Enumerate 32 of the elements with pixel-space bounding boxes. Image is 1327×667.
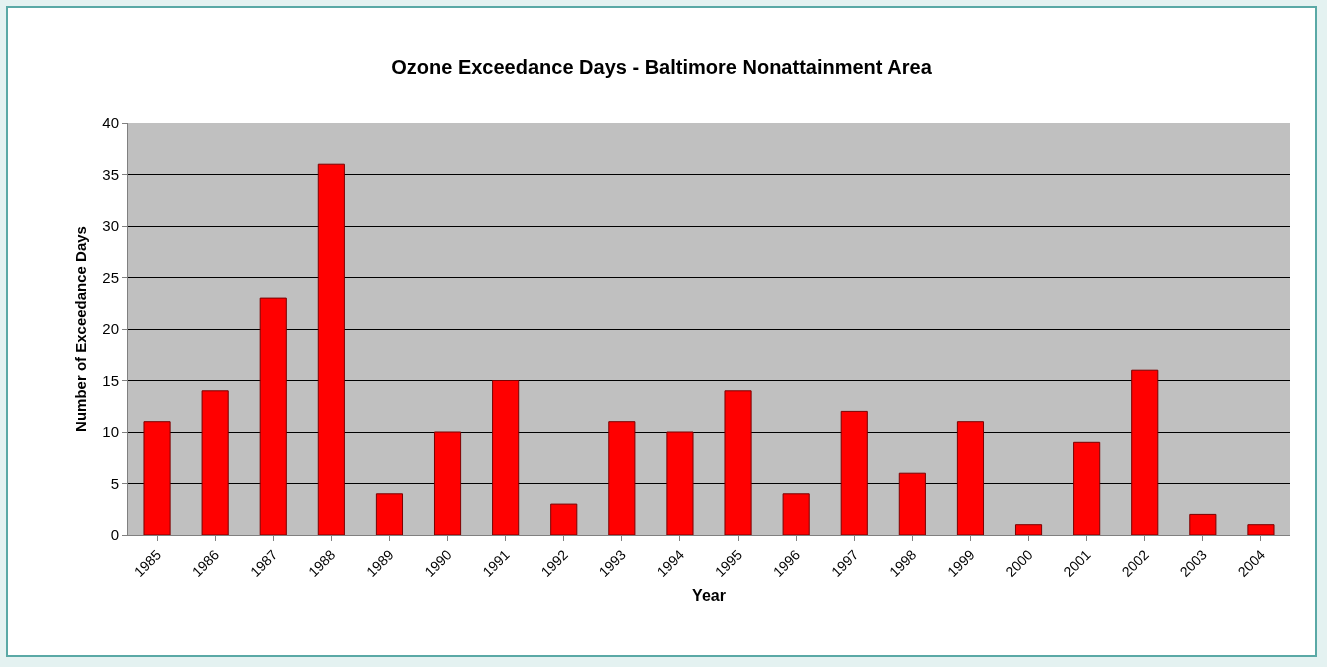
bar [259,297,287,535]
y-axis-title: Number of Exceedance Days [71,226,89,432]
y-tick-label: 40 [102,114,119,132]
y-tick-label: 10 [102,423,119,441]
y-tick-label: 20 [102,320,119,338]
chart-title: Ozone Exceedance Days - Baltimore Nonattainment Area [391,55,933,78]
bar [1189,513,1217,535]
bar [143,421,171,535]
bar [201,390,229,535]
bar [840,410,868,535]
y-tick-label: 30 [102,217,119,235]
y-tick-label: 5 [110,474,119,492]
bar [666,431,694,535]
x-axis-title: Year [692,586,726,604]
bar [1014,524,1043,535]
y-tick-label: 15 [102,371,119,389]
bar [375,493,404,535]
y-tick-label: 35 [102,165,119,183]
bar [1131,369,1159,535]
bar [1073,441,1101,535]
bar [550,503,578,535]
bar [433,431,462,535]
bar [782,493,810,535]
y-tick-label: 0 [110,526,119,544]
y-tick-label: 25 [102,268,119,286]
bar [956,421,985,535]
bar [898,472,926,535]
bar [317,163,345,535]
bar [1247,524,1275,535]
bar [608,421,636,535]
bar [492,380,520,535]
bar [724,390,752,535]
